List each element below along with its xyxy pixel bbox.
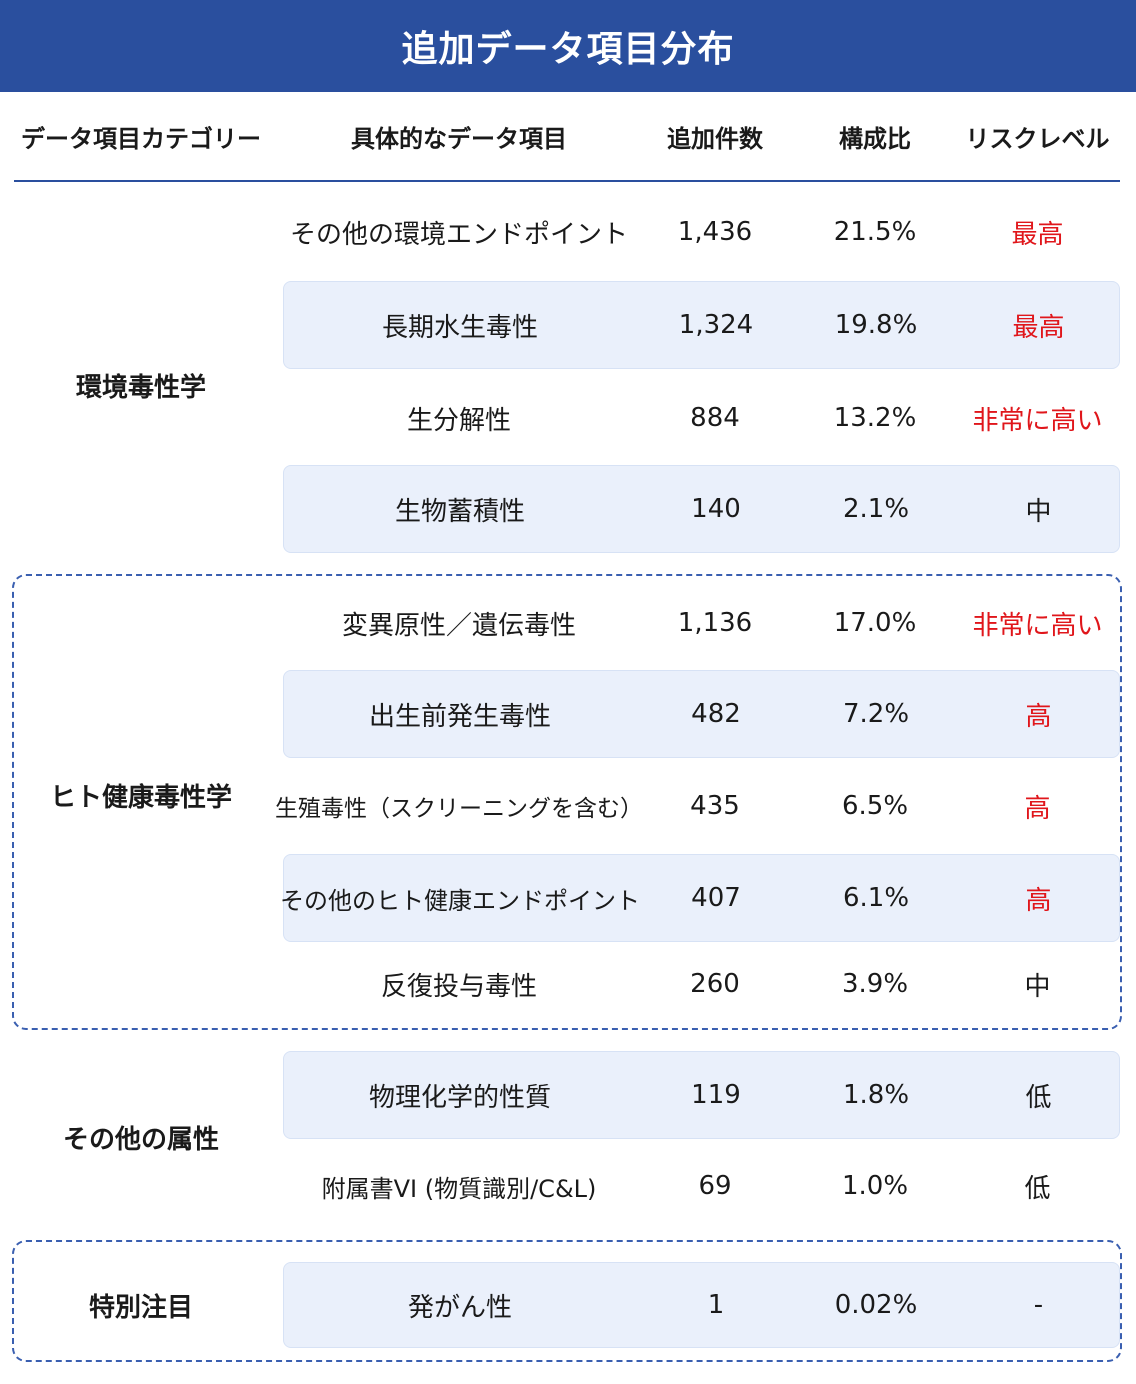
risk-cell: 最高: [1011, 219, 1064, 250]
item-cell: 物理化学的性質: [368, 1082, 551, 1113]
risk-cell: 高: [1025, 885, 1052, 916]
ratio-cell: 1.0%: [841, 1171, 909, 1201]
count-cell: 1,436: [677, 217, 753, 247]
ratio-cell: 3.9%: [841, 969, 909, 999]
table-row: 出生前発生毒性 482 7.2% 高: [283, 670, 1120, 758]
item-cell: その他のヒト健康エンドポイント: [280, 886, 640, 915]
risk-cell: 中: [1025, 496, 1052, 527]
risk-cell: 低: [1024, 1173, 1051, 1204]
category-other: その他の属性: [62, 1124, 219, 1155]
item-cell: 附属書VI (物質識別/C&L): [321, 1174, 597, 1203]
table-row: その他の環境エンドポイント 1,436 21.5% 最高: [283, 188, 1120, 276]
item-cell: 出生前発生毒性: [368, 701, 551, 732]
category-human-health: ヒト健康毒性学: [49, 782, 232, 813]
table-row: 生分解性 884 13.2% 非常に高い: [283, 374, 1120, 462]
item-cell: 長期水生毒性: [381, 312, 538, 343]
item-cell: その他の環境エンドポイント: [289, 219, 628, 250]
risk-cell: 非常に高い: [972, 610, 1103, 641]
header-category: データ項目カテゴリー: [21, 124, 261, 153]
count-cell: 119: [691, 1080, 741, 1110]
ratio-cell: 7.2%: [842, 699, 910, 729]
count-cell: 884: [690, 403, 740, 433]
count-cell: 69: [698, 1171, 732, 1201]
ratio-cell: 19.8%: [834, 310, 918, 340]
header-count: 追加件数: [667, 124, 763, 153]
ratio-cell: 21.5%: [833, 217, 917, 247]
table-row: 附属書VI (物質識別/C&L) 69 1.0% 低: [283, 1142, 1120, 1230]
count-cell: 1: [707, 1290, 725, 1320]
ratio-cell: 6.5%: [841, 791, 909, 821]
ratio-cell: 13.2%: [833, 403, 917, 433]
group-border-human: [12, 574, 1122, 1030]
count-cell: 482: [691, 699, 741, 729]
header-ratio: 構成比: [839, 124, 911, 153]
table-row: 発がん性 1 0.02% -: [283, 1262, 1120, 1348]
item-cell: 生分解性: [406, 405, 511, 436]
risk-cell: -: [1033, 1290, 1044, 1320]
count-cell: 407: [691, 883, 741, 913]
count-cell: 140: [691, 494, 741, 524]
category-special: 特別注目: [88, 1292, 193, 1323]
risk-cell: 低: [1025, 1082, 1052, 1113]
header-item: 具体的なデータ項目: [351, 124, 567, 153]
item-cell: 生殖毒性（スクリーニングを含む）: [275, 796, 643, 822]
group-border-special: [12, 1240, 1122, 1362]
risk-cell: 高: [1025, 701, 1052, 732]
risk-cell: 中: [1024, 971, 1051, 1002]
risk-cell: 非常に高い: [972, 405, 1103, 436]
ratio-cell: 17.0%: [833, 608, 917, 638]
title-bar: 追加データ項目分布: [0, 0, 1136, 92]
item-cell: 変異原性／遺伝毒性: [341, 610, 576, 641]
table-row: 生殖毒性（スクリーニングを含む） 435 6.5% 高: [275, 762, 1120, 850]
count-cell: 1,136: [677, 608, 753, 638]
ratio-cell: 6.1%: [842, 883, 910, 913]
header-risk: リスクレベル: [965, 124, 1110, 153]
item-cell: 生物蓄積性: [394, 496, 525, 527]
table-row: 長期水生毒性 1,324 19.8% 最高: [283, 281, 1120, 369]
table-row: 物理化学的性質 119 1.8% 低: [283, 1051, 1120, 1139]
table-row: 変異原性／遺伝毒性 1,136 17.0% 非常に高い: [283, 579, 1120, 667]
table-row: その他のヒト健康エンドポイント 407 6.1% 高: [280, 854, 1120, 942]
page-title: 追加データ項目分布: [401, 29, 735, 70]
table-row: 生物蓄積性 140 2.1% 中: [283, 465, 1120, 553]
ratio-cell: 0.02%: [834, 1290, 918, 1320]
item-cell: 反復投与毒性: [380, 971, 537, 1002]
ratio-cell: 1.8%: [842, 1080, 910, 1110]
table-header: データ項目カテゴリー 具体的なデータ項目 追加件数 構成比 リスクレベル: [14, 92, 1120, 182]
risk-cell: 高: [1024, 793, 1051, 824]
table-row: 反復投与毒性 260 3.9% 中: [283, 940, 1120, 1028]
count-cell: 260: [690, 969, 740, 999]
category-environment: 環境毒性学: [75, 372, 206, 403]
count-cell: 435: [690, 791, 740, 821]
ratio-cell: 2.1%: [842, 494, 910, 524]
risk-cell: 最高: [1012, 312, 1065, 343]
item-cell: 発がん性: [407, 1292, 512, 1323]
count-cell: 1,324: [678, 310, 754, 340]
